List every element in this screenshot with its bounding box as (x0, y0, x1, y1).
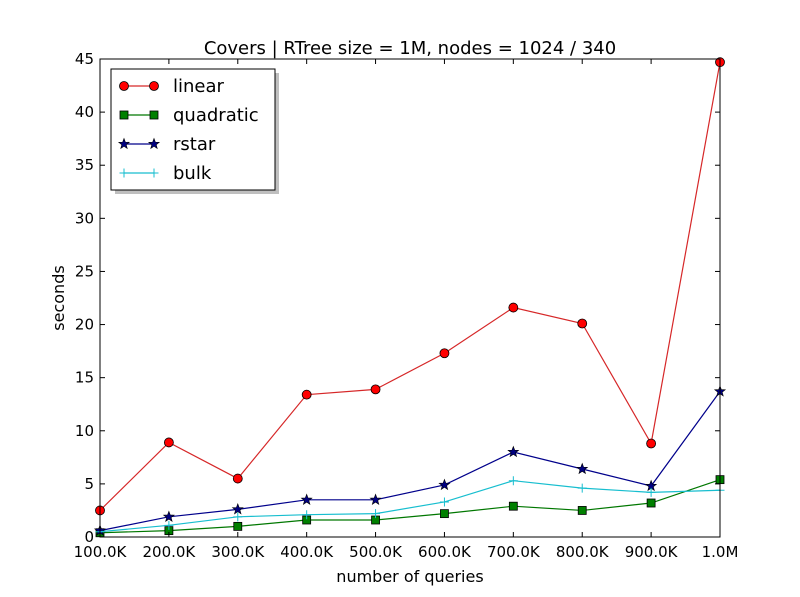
x-tick-label-400-0k: 400.0K (280, 543, 334, 561)
x-tick-label-300-0k: 300.0K (211, 543, 265, 561)
y-tick-label-25: 25 (75, 262, 94, 280)
data-point-linear-7 (577, 318, 588, 329)
x-tick-label-900-0k: 900.0K (625, 543, 679, 561)
data-point-linear-5 (439, 348, 450, 359)
plot-area-frame (99, 58, 721, 538)
legend-label-linear: linear (173, 76, 225, 97)
y-tick-label-5: 5 (84, 475, 94, 493)
y-tick-label-45: 45 (75, 50, 94, 68)
data-point-quadratic-5 (440, 509, 449, 519)
legend-marker-linear-a (119, 81, 129, 91)
legend-marker-quadratic-b (149, 110, 159, 120)
legend-item-linear: linear (119, 76, 225, 97)
legend-item-bulk: bulk (119, 163, 212, 184)
legend-label-quadratic: quadratic (173, 105, 259, 126)
data-point-bulk-2 (233, 512, 243, 522)
legend-marker-bulk-b (149, 168, 159, 178)
data-point-bulk-3 (302, 510, 312, 520)
x-tick-label-700-0k: 700.0K (487, 543, 541, 561)
y-tick-label-10: 10 (75, 422, 94, 440)
data-point-rstar-3 (300, 493, 313, 505)
series-linear (95, 57, 725, 516)
data-point-linear-1 (163, 437, 174, 448)
data-point-quadratic-2 (233, 521, 243, 531)
series-line-linear (99, 62, 721, 511)
x-tick-label-200-0k: 200.0K (142, 543, 196, 561)
x-tick-label-100-0k: 100.0K (74, 543, 128, 561)
legend-label-rstar: rstar (173, 134, 216, 155)
legend-box (110, 68, 276, 191)
data-point-rstar-6 (507, 445, 520, 458)
data-point-quadratic-7 (577, 506, 587, 515)
data-point-linear-2 (232, 473, 243, 484)
data-point-linear-6 (508, 302, 519, 313)
x-tick-label-500-0k: 500.0K (349, 543, 403, 561)
y-tick-label-15: 15 (75, 369, 94, 387)
y-tick-label-35: 35 (75, 156, 94, 174)
data-point-rstar-1 (162, 510, 175, 522)
data-point-quadratic-8 (646, 498, 656, 508)
legend-marker-bulk-a (119, 168, 129, 178)
data-point-linear-4 (370, 384, 381, 395)
legend-item-rstar: rstar (117, 134, 216, 155)
data-point-linear-8 (646, 438, 657, 449)
data-point-bulk-7 (577, 483, 587, 493)
y-tick-label-0: 0 (84, 528, 94, 546)
legend-marker-rstar-a (117, 137, 131, 150)
series-line-rstar (99, 391, 721, 532)
y-axis-title: seconds (49, 265, 68, 330)
data-point-bulk-5 (439, 497, 449, 507)
series-line-bulk (99, 480, 721, 533)
chart-title: Covers | RTree size = 1M, nodes = 1024 /… (204, 38, 616, 59)
series-line-quadratic (99, 479, 721, 534)
x-axis-title: number of queries (336, 567, 483, 586)
legend-marker-linear-b (149, 81, 159, 91)
legend-label-bulk: bulk (173, 163, 212, 184)
series-layer (93, 57, 727, 538)
y-tick-label-20: 20 (75, 316, 94, 334)
data-point-bulk-1 (164, 520, 174, 530)
data-point-bulk-8 (646, 487, 656, 497)
data-point-bulk-4 (371, 509, 381, 519)
legend-item-quadratic: quadratic (119, 105, 259, 126)
x-tick-label-600-0k: 600.0K (418, 543, 472, 561)
data-point-rstar-7 (576, 462, 589, 475)
y-tick-label-30: 30 (75, 209, 94, 227)
data-point-bulk-6 (508, 476, 518, 486)
data-point-quadratic-6 (508, 501, 518, 511)
legend-marker-quadratic-a (119, 110, 129, 120)
legend-marker-rstar-b (147, 137, 161, 150)
y-tick-label-40: 40 (75, 103, 94, 121)
data-point-linear-3 (301, 389, 312, 400)
data-point-rstar-2 (231, 503, 244, 515)
data-point-rstar-5 (438, 478, 451, 491)
ticks-layer: 100.0K 200.0K 300.0K 400.0K 500.0K 600.0K 700.… (74, 50, 739, 561)
x-tick-label-1-0m: 1.0M (702, 543, 739, 561)
data-point-rstar-4 (369, 493, 382, 505)
legend: linear quadratic rstar bulk (110, 68, 279, 194)
x-tick-label-800-0k: 800.0K (556, 543, 610, 561)
